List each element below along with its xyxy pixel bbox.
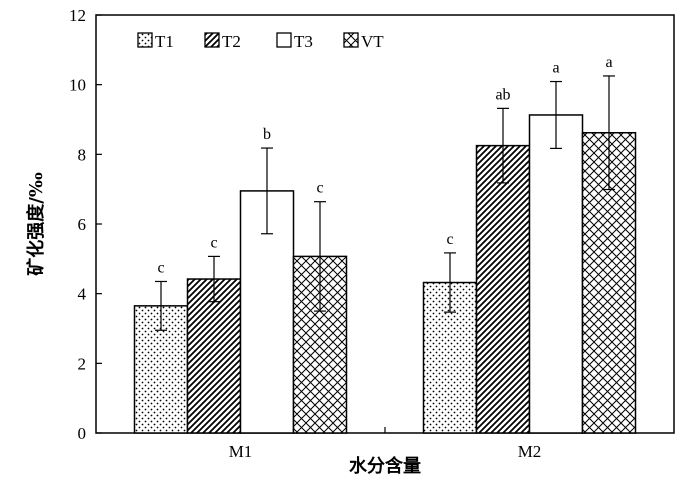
significance-label: a <box>605 54 612 71</box>
legend-label-t2: T2 <box>222 32 241 51</box>
legend-swatch-vt <box>343 32 359 48</box>
significance-label: a <box>552 60 559 77</box>
x-axis-title: 水分含量 <box>349 455 421 477</box>
legend-swatch-t2 <box>204 32 220 48</box>
legend-swatch-t1 <box>137 32 153 48</box>
y-tick-label: 2 <box>78 354 87 373</box>
y-tick-label: 12 <box>69 6 86 25</box>
y-tick-label: 4 <box>78 285 87 304</box>
significance-label: c <box>157 259 164 276</box>
bar-t2-m2 <box>475 144 531 434</box>
x-tick-label: M2 <box>518 442 542 461</box>
significance-label: b <box>263 126 271 143</box>
y-axis-title: 矿化强度/‰ <box>25 172 47 276</box>
x-axis: M1 M2 <box>229 427 542 461</box>
legend-label-t3: T3 <box>294 32 313 51</box>
x-tick-label: M1 <box>229 442 253 461</box>
y-tick-label: 0 <box>78 424 87 443</box>
significance-label: c <box>446 231 453 248</box>
significance-label: ab <box>495 86 510 103</box>
y-tick-label: 6 <box>78 215 87 234</box>
significance-label: c <box>210 234 217 251</box>
y-tick-label: 10 <box>69 76 86 95</box>
bar-series: c c c ab b a c a <box>133 54 637 434</box>
y-tick-label: 8 <box>78 145 87 164</box>
bar-t2-m1 <box>186 278 242 434</box>
legend-swatch-t3 <box>276 32 292 48</box>
bar-t3-m2 <box>528 114 584 434</box>
legend-label-vt: VT <box>361 32 384 51</box>
legend-label-t1: T1 <box>155 32 174 51</box>
significance-label: c <box>316 180 323 197</box>
y-axis: 0 2 4 6 8 10 12 <box>69 6 102 443</box>
legend: T1 T2 T3 VT <box>137 32 384 51</box>
